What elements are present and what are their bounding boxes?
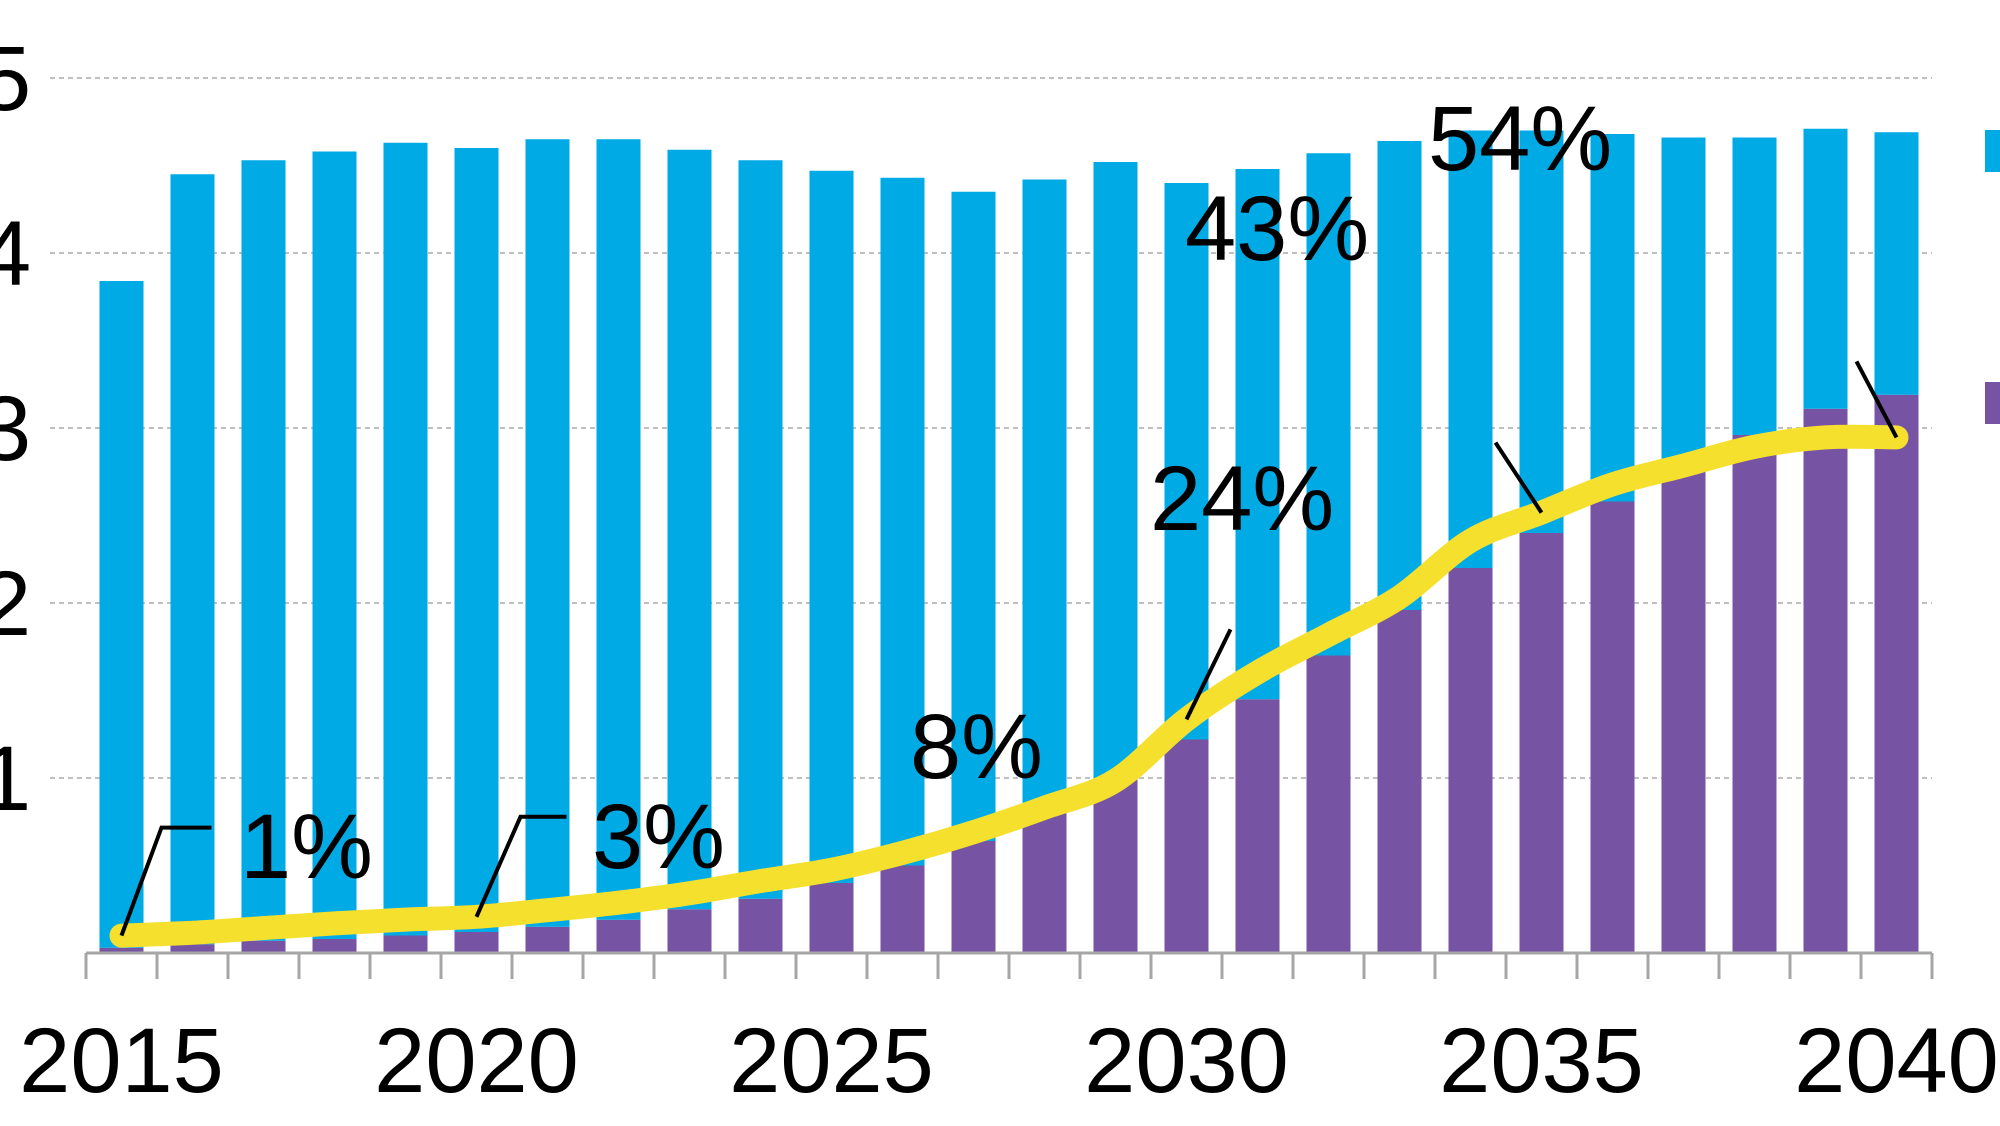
bar-segment-lower [1093, 778, 1138, 953]
bar-segment-upper [667, 149, 712, 910]
penetration-line-path [109, 424, 1909, 948]
penetration-line [109, 424, 1909, 948]
bar-segment-upper [1661, 137, 1706, 470]
bar-segment-lower [1235, 699, 1280, 953]
x-tick-label: 2025 [729, 1010, 934, 1112]
bar-segment-upper [738, 160, 783, 899]
data-label: 24% [1150, 448, 1334, 550]
bar-segment-lower [241, 940, 286, 953]
bar-segment-upper [1448, 130, 1493, 568]
x-tick-label: 2040 [1794, 1010, 1999, 1112]
x-tick-label: 2015 [19, 1010, 224, 1112]
bar-segment-lower [1803, 408, 1848, 953]
bar-segment-lower [667, 909, 712, 953]
data-label: 8% [910, 696, 1043, 798]
bar-segment-lower [1519, 533, 1564, 953]
bar-segment-lower [525, 926, 570, 953]
bar-segment-lower [312, 939, 357, 953]
bar-segment-lower [99, 947, 144, 953]
legend-swatch-lower [1985, 382, 2000, 424]
bar-segment-lower [1732, 435, 1777, 953]
bar-segment-lower [809, 883, 854, 953]
data-label: 54% [1428, 88, 1612, 190]
bar-segment-lower [1022, 813, 1067, 953]
bar-segment-lower [1306, 655, 1351, 953]
bar-segment-upper [1519, 130, 1564, 533]
bar-segment-lower [1590, 501, 1635, 953]
bars [99, 128, 1919, 953]
bar-segment-lower [1448, 568, 1493, 953]
label-leader-line [474, 814, 567, 918]
y-tick-label: 5 [0, 28, 31, 130]
bar-segment-upper [99, 281, 144, 948]
label-leader-line [119, 825, 212, 937]
data-label: 1% [240, 796, 373, 898]
bar-segment-upper [170, 174, 215, 945]
bar-segment-upper [1093, 162, 1138, 778]
bar-segment-upper [809, 170, 854, 883]
data-label: 43% [1185, 178, 1369, 280]
bar-segment-upper [454, 148, 499, 932]
bar-segment-upper [951, 191, 996, 841]
bar-segment-lower [1164, 739, 1209, 953]
bar-segment-lower [880, 865, 925, 953]
bar-segment-lower [454, 932, 499, 953]
bar-segment-lower [596, 919, 641, 953]
x-axis: 2015 2020 2025 2030 2035 2040 [19, 951, 1999, 1112]
bar-segment-lower [1377, 610, 1422, 953]
bar-segment-lower [1661, 470, 1706, 953]
legend-swatch-upper [1985, 130, 2000, 172]
legend-cropped [1985, 130, 2000, 424]
label-leader-line [1854, 360, 1899, 439]
bar-segment-upper [596, 139, 641, 920]
x-tick-label: 2035 [1439, 1010, 1644, 1112]
bar-segment-upper [383, 142, 428, 936]
bar-segment-lower [951, 841, 996, 953]
data-label: 3% [592, 786, 725, 888]
bar-segment-lower [383, 935, 428, 953]
bar-segment-upper [1164, 183, 1209, 740]
bar-segment-upper [1732, 137, 1777, 435]
bar-segment-upper [312, 151, 357, 939]
data-labels: 1% 3% 8% 24% 43% 54% [119, 88, 1899, 937]
y-tick-label: 3 [0, 378, 31, 480]
x-tick-label: 2020 [374, 1010, 579, 1112]
bar-segment-lower [1874, 394, 1919, 953]
y-axis-stubs: 1 2 3 4 5 [0, 28, 31, 830]
label-leader-line [1184, 628, 1233, 721]
y-tick-label: 1 [0, 728, 31, 830]
y-tick-label: 2 [0, 553, 31, 655]
bar-segment-lower [738, 898, 783, 953]
bar-segment-upper [525, 139, 570, 927]
bar-segment-upper [1022, 179, 1067, 813]
bar-segment-upper [241, 160, 286, 941]
bar-segment-upper [1874, 132, 1919, 395]
bar-segment-upper [1377, 141, 1422, 610]
bar-segment-upper [1590, 134, 1635, 502]
bar-segment-lower [170, 944, 215, 953]
y-tick-label: 4 [0, 203, 31, 305]
x-tick-label: 2030 [1084, 1010, 1289, 1112]
bar-segment-upper [880, 177, 925, 866]
label-leader-line [1493, 441, 1544, 514]
bar-segment-upper [1306, 153, 1351, 656]
bar-segment-upper [1235, 169, 1280, 700]
bar-segment-upper [1803, 128, 1848, 409]
